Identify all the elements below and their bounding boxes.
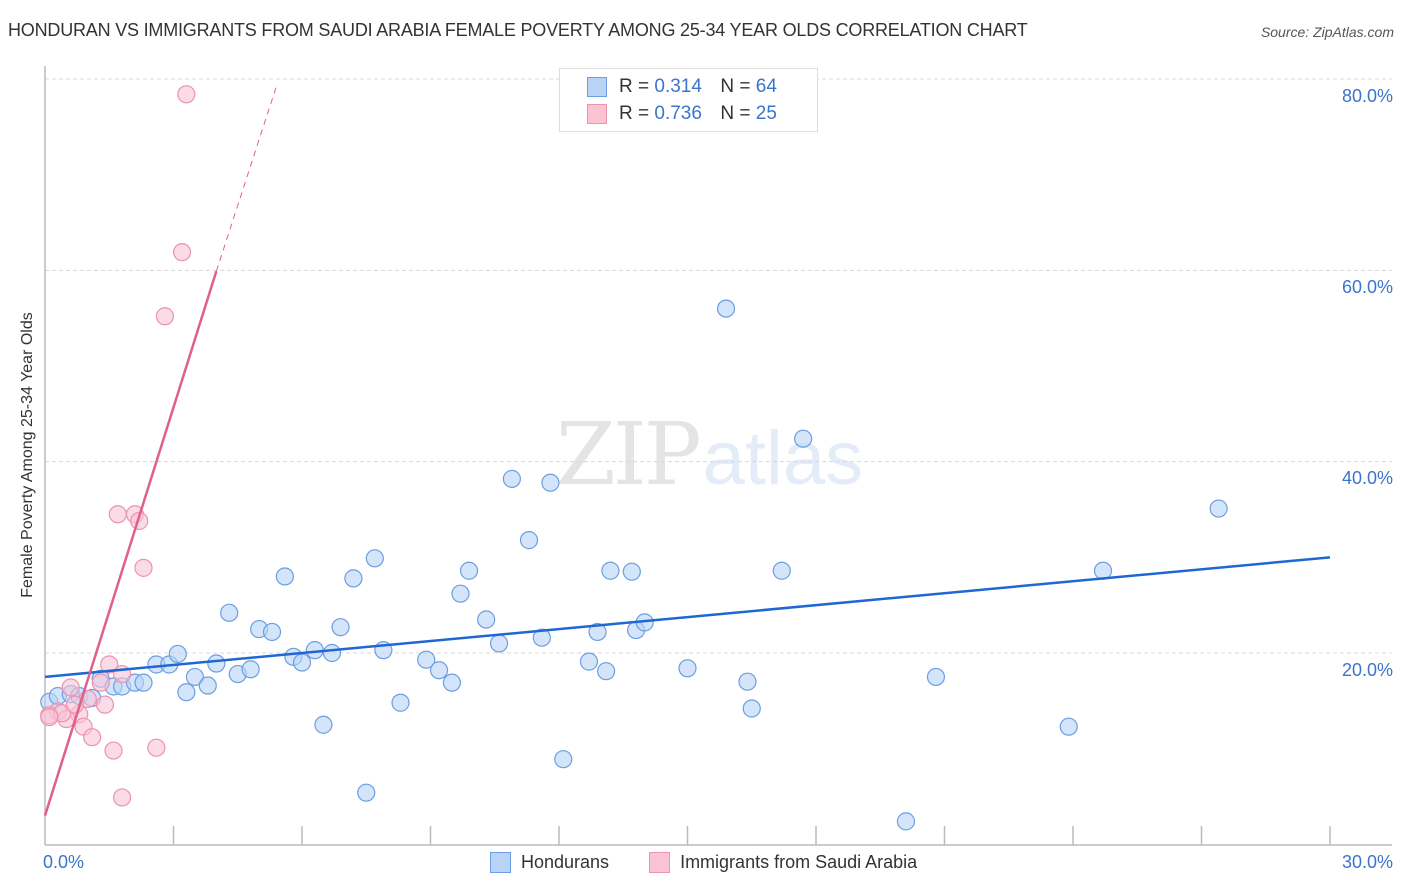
saudi-immigrants-points [40, 85, 196, 807]
legend-row-saudi: R = 0.736 N = 25 [587, 102, 777, 126]
n-label: N = [720, 76, 751, 97]
data-point[interactable] [357, 783, 376, 802]
r-value: 0.736 [654, 103, 702, 124]
data-point[interactable] [365, 549, 384, 568]
data-point[interactable] [794, 429, 813, 448]
legend-label: Immigrants from Saudi Arabia [680, 852, 918, 872]
data-point[interactable] [417, 650, 436, 669]
data-point[interactable] [477, 610, 496, 629]
gridlines [45, 78, 1392, 654]
n-value: 25 [755, 103, 777, 124]
data-point[interactable] [554, 750, 573, 769]
data-point[interactable] [451, 584, 470, 603]
data-point[interactable] [926, 667, 946, 687]
data-point[interactable] [738, 672, 757, 691]
data-point[interactable] [896, 812, 916, 831]
pink-swatch-icon [587, 104, 607, 124]
data-point[interactable] [177, 85, 196, 104]
data-point[interactable] [220, 603, 239, 622]
legend-item-hondurans[interactable]: Hondurans [490, 852, 609, 873]
data-point[interactable] [177, 683, 196, 702]
blue-swatch-icon [490, 852, 511, 873]
y-tick-60: 60.0% [1341, 277, 1393, 297]
data-point[interactable] [172, 243, 192, 262]
source-credit: Source: ZipAtlas.com [1260, 24, 1394, 40]
saudi-trendline [43, 270, 218, 817]
data-point[interactable] [322, 643, 342, 663]
data-point[interactable] [502, 469, 521, 488]
y-tick-40: 40.0% [1341, 468, 1393, 488]
data-point[interactable] [91, 673, 110, 692]
data-point[interactable] [198, 676, 217, 695]
data-point[interactable] [541, 473, 560, 492]
data-point[interactable] [344, 569, 363, 588]
data-point[interactable] [429, 661, 449, 680]
data-point[interactable] [459, 561, 479, 580]
hondurans-points [40, 299, 1228, 831]
series-legend: Hondurans Immigrants from Saudi Arabia [490, 852, 957, 873]
data-point[interactable] [185, 667, 205, 687]
correlation-legend: R = 0.314 N = 64 R = 0.736 N = 25 [559, 68, 818, 132]
r-label: R = [619, 103, 650, 124]
data-point[interactable] [1209, 499, 1228, 518]
data-point[interactable] [83, 728, 102, 747]
data-point[interactable] [742, 699, 761, 718]
legend-label: Hondurans [521, 852, 610, 872]
y-axis-label: Female Poverty Among 25-34 Year Olds [19, 312, 36, 598]
r-label: R = [619, 76, 650, 97]
n-value: 64 [755, 76, 777, 97]
trendlines [43, 86, 1331, 817]
data-point[interactable] [588, 622, 607, 642]
x-tick-0: 0.0% [43, 852, 85, 872]
hondurans-trendline [44, 556, 1331, 679]
y-tick-80: 80.0% [1341, 86, 1393, 106]
r-value: 0.314 [654, 76, 702, 97]
legend-item-saudi-immigrants[interactable]: Immigrants from Saudi Arabia [649, 852, 917, 873]
blue-swatch-icon [587, 77, 607, 97]
data-point[interactable] [597, 662, 616, 681]
data-point[interactable] [601, 561, 620, 580]
data-point[interactable] [168, 644, 187, 664]
data-point[interactable] [262, 622, 282, 642]
data-point[interactable] [275, 567, 294, 586]
data-point[interactable] [241, 660, 260, 679]
data-point[interactable] [622, 562, 641, 581]
data-point[interactable] [100, 655, 119, 674]
data-point[interactable] [61, 678, 80, 697]
data-point[interactable] [391, 693, 410, 712]
data-point[interactable] [134, 558, 153, 577]
y-tick-20: 20.0% [1341, 660, 1393, 680]
data-point[interactable] [1059, 717, 1078, 736]
n-label: N = [720, 103, 751, 124]
data-point[interactable] [134, 673, 153, 692]
data-point[interactable] [108, 505, 127, 524]
data-point[interactable] [292, 653, 312, 672]
chart-title: HONDURAN VS IMMIGRANTS FROM SAUDI ARABIA… [8, 20, 1028, 40]
data-point[interactable] [40, 707, 59, 727]
data-point[interactable] [532, 628, 551, 647]
data-point[interactable] [95, 695, 115, 714]
data-point[interactable] [207, 654, 226, 673]
data-point[interactable] [331, 618, 350, 637]
x-tick-30: 30.0% [1341, 852, 1393, 872]
pink-swatch-icon [649, 852, 671, 873]
data-point[interactable] [155, 307, 175, 326]
data-point[interactable] [678, 659, 697, 678]
saudi-trendline-extension [215, 86, 277, 272]
data-point[interactable] [519, 531, 539, 550]
axes [44, 66, 1392, 846]
data-point[interactable] [489, 634, 509, 653]
legend-row-hondurans: R = 0.314 N = 64 [587, 75, 777, 99]
data-point[interactable] [772, 561, 791, 580]
data-point[interactable] [104, 741, 123, 760]
data-point[interactable] [716, 299, 736, 318]
data-point[interactable] [579, 652, 599, 671]
data-point[interactable] [112, 788, 132, 807]
data-point[interactable] [442, 673, 462, 692]
data-point[interactable] [147, 738, 166, 757]
data-point[interactable] [314, 715, 333, 734]
